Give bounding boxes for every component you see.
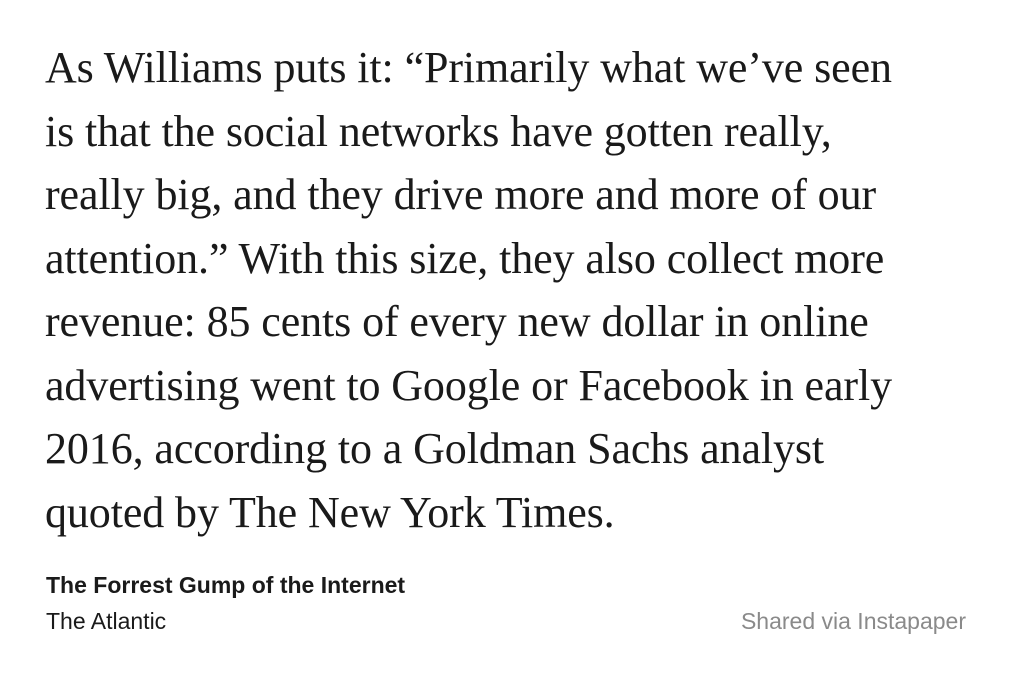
quote-line: 2016, according to a Goldman Sachs analy… <box>45 424 825 473</box>
quote-line: attention.” With this size, they also co… <box>45 233 885 283</box>
article-title[interactable]: The Forrest Gump of the Internet <box>46 572 406 598</box>
quote-text: As Williams puts it: “Primarily what we’… <box>45 36 995 544</box>
article-source: The Atlantic <box>46 608 167 634</box>
quote-line: As Williams puts it: “Primarily what we’… <box>45 43 892 92</box>
quote-line: revenue: 85 cents of every new dollar in… <box>45 297 869 346</box>
quote-line: quoted by The New York Times. <box>45 487 615 537</box>
quote-line: is that the social networks have gotten … <box>45 106 832 156</box>
quote-line: advertising went to Google or Facebook i… <box>45 360 892 410</box>
shared-via-instapaper[interactable]: Shared via Instapaper <box>740 608 966 634</box>
quote-line: really big, and they drive more and more… <box>45 170 877 219</box>
